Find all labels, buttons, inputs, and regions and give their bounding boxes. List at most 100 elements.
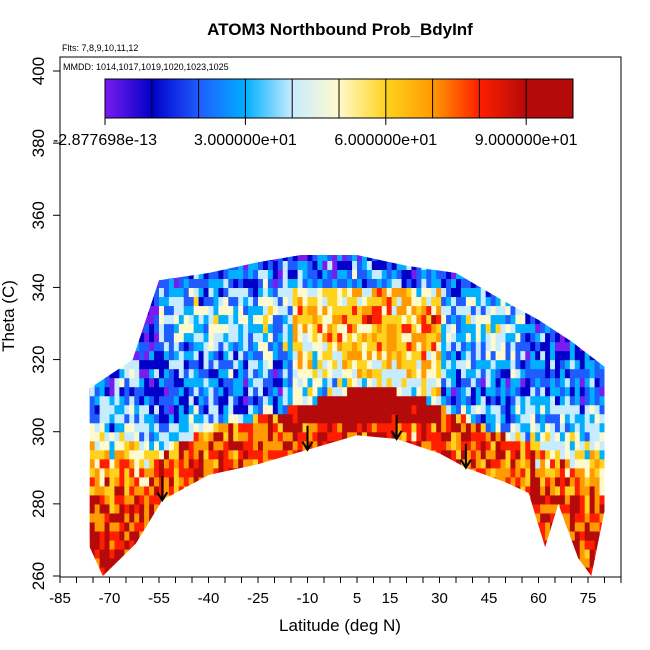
heatmap-cell — [168, 341, 175, 352]
heatmap-cell — [569, 323, 576, 334]
heatmap-cell — [119, 260, 125, 270]
heatmap-cell — [559, 422, 566, 433]
heatmap-cell — [104, 440, 111, 451]
heatmap-cell — [352, 296, 358, 307]
heatmap-cell — [535, 395, 541, 406]
heatmap-cell — [535, 494, 541, 505]
heatmap-cell — [134, 323, 140, 334]
heatmap-cell — [460, 287, 467, 298]
x-tick-label: -55 — [148, 590, 170, 607]
heatmap-cell — [163, 422, 170, 433]
heatmap-cell — [559, 440, 566, 451]
heatmap-cell — [342, 296, 348, 307]
heatmap-cell — [253, 503, 259, 514]
heatmap-cell — [584, 287, 591, 298]
heatmap-cell — [495, 296, 502, 307]
heatmap-cell — [188, 368, 195, 379]
heatmap-cell — [495, 323, 502, 334]
heatmap-cell — [292, 557, 299, 568]
heatmap-cell — [564, 323, 571, 334]
heatmap-cell — [540, 269, 546, 280]
heatmap-cell — [347, 242, 353, 252]
heatmap-cell — [500, 431, 507, 442]
heatmap-cell — [327, 278, 333, 289]
heatmap-cell — [485, 359, 492, 370]
heatmap-cell — [188, 287, 195, 298]
heatmap-cell — [609, 459, 615, 469]
heatmap-cell — [436, 255, 442, 261]
heatmap-cell — [357, 467, 363, 478]
heatmap-cell — [104, 449, 111, 460]
heatmap-cell — [327, 395, 333, 406]
heatmap-cell — [579, 269, 586, 280]
heatmap-cell — [258, 269, 264, 280]
heatmap-cell — [441, 278, 447, 289]
heatmap-cell — [248, 242, 254, 252]
heatmap-cell — [470, 413, 477, 424]
heatmap-cell — [258, 332, 264, 343]
heatmap-cell — [515, 413, 521, 424]
heatmap-cell — [188, 296, 195, 307]
heatmap-cell — [223, 431, 229, 442]
heatmap-cell — [228, 350, 234, 361]
heatmap-cell — [163, 431, 170, 442]
heatmap-cell — [431, 476, 437, 487]
heatmap-cell — [465, 467, 472, 478]
heatmap-cell — [605, 450, 611, 460]
heatmap-cell — [426, 314, 432, 325]
heatmap-cell — [312, 503, 318, 514]
heatmap-cell — [352, 395, 358, 406]
heatmap-cell — [451, 521, 457, 532]
heatmap-cell — [490, 386, 497, 397]
heatmap-cell — [193, 548, 200, 559]
heatmap-cell — [198, 368, 205, 379]
heatmap-cell — [579, 485, 586, 496]
heatmap-cell — [60, 414, 66, 424]
heatmap-cell — [277, 422, 284, 433]
heatmap-cell — [183, 287, 190, 298]
heatmap-cell — [470, 440, 477, 451]
heatmap-cell — [401, 323, 408, 334]
heatmap-cell — [312, 368, 318, 379]
heatmap-cell — [173, 539, 180, 550]
heatmap-cell — [426, 449, 432, 460]
chart-title: ATOM3 Northbound Prob_BdyInf — [207, 20, 473, 39]
heatmap-cell — [193, 395, 200, 406]
heatmap-cell — [490, 359, 497, 370]
heatmap-cell — [243, 476, 249, 487]
heatmap-cell — [605, 278, 611, 288]
heatmap-cell — [258, 557, 264, 568]
heatmap-cell — [208, 341, 215, 352]
heatmap-cell — [619, 486, 625, 496]
heatmap-cell — [366, 278, 373, 289]
heatmap-cell — [99, 557, 106, 568]
heatmap-cell — [550, 323, 556, 334]
heatmap-cell — [89, 440, 91, 451]
heatmap-cell — [579, 512, 586, 523]
heatmap-cell — [154, 440, 160, 451]
heatmap-cell — [500, 512, 507, 523]
heatmap-cell — [579, 413, 586, 424]
heatmap-cell — [599, 440, 605, 451]
heatmap-cell — [258, 350, 264, 361]
heatmap-cell — [154, 557, 160, 568]
heatmap-cell — [65, 251, 71, 261]
heatmap-cell — [559, 521, 566, 532]
heatmap-cell — [456, 255, 462, 261]
heatmap-cell — [193, 332, 200, 343]
heatmap-cell — [332, 287, 338, 298]
heatmap-cell — [411, 242, 417, 252]
heatmap-cell — [550, 476, 556, 487]
heatmap-cell — [178, 548, 185, 559]
heatmap-cell — [559, 305, 566, 316]
heatmap-cell — [65, 459, 71, 469]
heatmap-cell — [322, 359, 328, 370]
heatmap-cell — [426, 242, 432, 252]
heatmap-cell — [376, 404, 383, 415]
heatmap-cell — [297, 458, 304, 469]
heatmap-cell — [505, 422, 512, 433]
heatmap-cell — [421, 287, 427, 298]
heatmap-cell — [65, 423, 71, 433]
heatmap-cell — [60, 531, 66, 541]
heatmap-cell — [144, 521, 150, 532]
